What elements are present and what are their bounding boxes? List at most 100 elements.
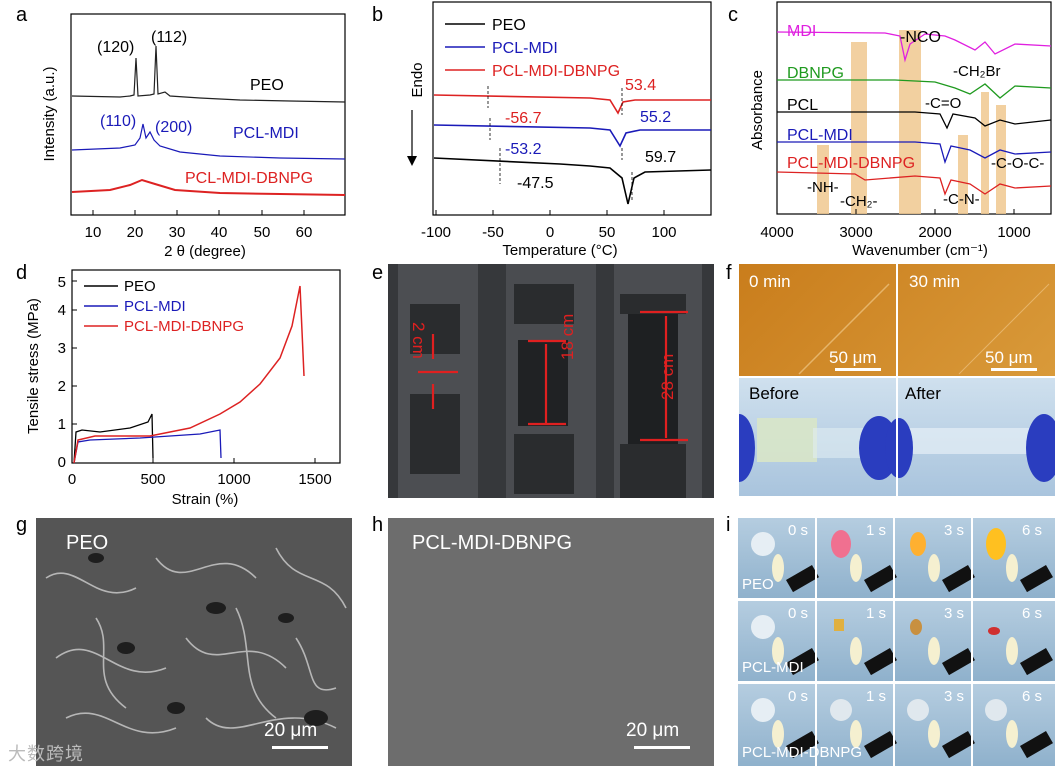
xrd-peak-112: (112) xyxy=(151,29,187,46)
healing-before: Before xyxy=(749,384,800,403)
ftir-pclmdi-curve xyxy=(777,141,1052,165)
xrd-peo-curve xyxy=(71,45,346,103)
dsc-dbnpg-curve xyxy=(433,94,711,115)
dsc-annot-b2: -53.2 xyxy=(505,141,542,158)
healing-photo: Before After xyxy=(739,378,1055,496)
flame-row-dbnpg: 0 s 1 s 3 s 6 s PCL-MDI-DBNPG xyxy=(738,684,1055,766)
panel-g-label: g xyxy=(16,514,28,536)
flame-row-peo: 0 s 1 s 3 s 6 s PEO xyxy=(738,518,1055,598)
flame-time: 0 s xyxy=(788,522,809,539)
dsc-legend-dbnpg: PCL-MDI-DBNPG xyxy=(492,63,620,80)
panel-a-label: a xyxy=(16,4,28,26)
flame-time: 6 s xyxy=(1022,522,1043,539)
sem-dbnpg-scale: 20 μm xyxy=(626,720,680,741)
panel-f-label: f xyxy=(726,262,732,284)
xrd-peak-120: (120) xyxy=(97,39,134,56)
flame-row-pclmdi: 0 s 1 s 3 s 6 s PCL-MDI xyxy=(738,601,1055,681)
tensile-xtick: 1000 xyxy=(217,471,250,488)
xrd-pclmdi-curve xyxy=(71,123,346,160)
ftir-annot-co: -C=O xyxy=(925,95,961,112)
dsc-annot-k2: -47.5 xyxy=(517,175,554,192)
xrd-dbnpg-curve xyxy=(71,178,346,196)
tensile-ytick: 0 xyxy=(58,454,66,471)
xrd-xtick: 50 xyxy=(254,224,271,241)
ftir-xtick: 4000 xyxy=(760,224,793,241)
dsc-annot-r1: 53.4 xyxy=(625,77,656,94)
flame-time: 1 s xyxy=(866,605,887,622)
ftir-label-pclmdi: PCL-MDI xyxy=(787,127,853,144)
flame-time: 6 s xyxy=(1022,688,1043,705)
dsc-xtick: 100 xyxy=(651,224,676,241)
tensile-xtick: 500 xyxy=(140,471,165,488)
flame-row-label: PEO xyxy=(742,576,774,593)
stretch-label-28cm: 28 cm xyxy=(658,353,677,400)
flame-row-label: PCL-MDI xyxy=(742,659,804,676)
dsc-peo-curve xyxy=(433,157,712,205)
ftir-annot-ch2br: -CH₂Br xyxy=(953,63,1000,80)
tensile-legend-peo: PEO xyxy=(124,278,156,295)
panel-b-label: b xyxy=(372,4,384,26)
tensile-ytick: 2 xyxy=(58,378,66,395)
dsc-xlabel: Temperature (°C) xyxy=(502,242,617,259)
xrd-label-dbnpg: PCL-MDI-DBNPG xyxy=(185,170,313,187)
panel-d-label: d xyxy=(16,262,28,284)
microscope-time-30: 30 min xyxy=(909,272,961,291)
tensile-pclmdi-curve xyxy=(73,429,222,464)
sem-peo-photo: PEO 20 μm xyxy=(36,518,352,766)
tensile-ytick: 5 xyxy=(58,274,66,291)
ftir-annot-ch2: -CH₂- xyxy=(840,193,877,210)
ftir-annot-cn: -C-N- xyxy=(943,191,980,208)
ftir-label-pcl: PCL xyxy=(787,97,818,114)
ftir-mdi-curve xyxy=(776,31,1052,63)
dsc-endo-label: Endo xyxy=(409,62,426,97)
tensile-ytick: 3 xyxy=(58,340,66,357)
sem-peo-scale: 20 μm xyxy=(264,720,318,741)
ftir-ylabel: Absorbance xyxy=(749,70,766,150)
xrd-xtick: 60 xyxy=(296,224,313,241)
microscope-scale-right: 50 μm xyxy=(985,348,1033,367)
ftir-xtick: 2000 xyxy=(918,224,951,241)
scale-bar xyxy=(272,746,328,749)
microscope-scale-left: 50 μm xyxy=(829,348,877,367)
flame-time: 3 s xyxy=(944,605,965,622)
xrd-ylabel: Intensity (a.u.) xyxy=(41,66,58,161)
xrd-chart: 10 20 30 40 50 60 2 θ (degree) Intensity… xyxy=(41,13,346,260)
microscope-photo: 0 min 30 min 50 μm 50 μm xyxy=(739,264,1055,376)
sem-dbnpg-photo: PCL-MDI-DBNPG 20 μm xyxy=(388,518,714,766)
panel-c-label: c xyxy=(728,4,738,26)
stretch-label-18cm: 18 cm xyxy=(558,313,577,360)
flame-time: 6 s xyxy=(1022,605,1043,622)
tensile-ylabel: Tensile stress (MPa) xyxy=(25,298,42,434)
ftir-label-dbnpg: DBNPG xyxy=(787,65,844,82)
xrd-xlabel: 2 θ (degree) xyxy=(164,243,246,260)
stretch-photo: 2 cm 18 cm 28 cm xyxy=(388,264,714,498)
dsc-pclmdi-curve xyxy=(433,124,711,148)
flame-test-photos: 0 s 1 s 3 s 6 s PEO 0 s 1 s 3 s 6 s PCL-… xyxy=(738,518,1055,766)
tensile-ytick: 1 xyxy=(58,416,66,433)
stretch-label-2cm: 2 cm xyxy=(409,322,428,359)
scale-bar xyxy=(835,368,881,371)
dsc-annot-r2: -56.7 xyxy=(505,110,542,127)
dsc-annot-b1: 55.2 xyxy=(640,109,671,126)
ftir-label-mdi: MDI xyxy=(787,23,816,40)
ftir-xlabel: Wavenumber (cm⁻¹) xyxy=(852,242,988,259)
tensile-legend-pclmdi: PCL-MDI xyxy=(124,298,186,315)
ftir-pcl-curve xyxy=(777,111,1052,130)
healing-after: After xyxy=(905,384,941,403)
xrd-xtick: 40 xyxy=(211,224,228,241)
tensile-chart: 0 1 2 3 4 5 0 500 1000 1500 Strain (%) T… xyxy=(25,269,341,508)
endo-arrowhead xyxy=(407,156,417,166)
ftir-dbnpg-curve xyxy=(777,79,1052,99)
dsc-legend-pclmdi: PCL-MDI xyxy=(492,40,558,57)
microscope-time-0: 0 min xyxy=(749,272,791,291)
flame-time: 1 s xyxy=(866,688,887,705)
xrd-peak-110: (110) xyxy=(100,113,136,130)
ftir-annot-nco: -NCO xyxy=(900,29,941,46)
panel-h-label: h xyxy=(372,514,384,536)
dsc-xtick: -100 xyxy=(421,224,451,241)
tensile-xtick: 1500 xyxy=(298,471,331,488)
xrd-peak-200: (200) xyxy=(155,119,192,136)
flame-row-label: PCL-MDI-DBNPG xyxy=(742,744,863,761)
flame-time: 0 s xyxy=(788,688,809,705)
dsc-xtick: 0 xyxy=(546,224,554,241)
